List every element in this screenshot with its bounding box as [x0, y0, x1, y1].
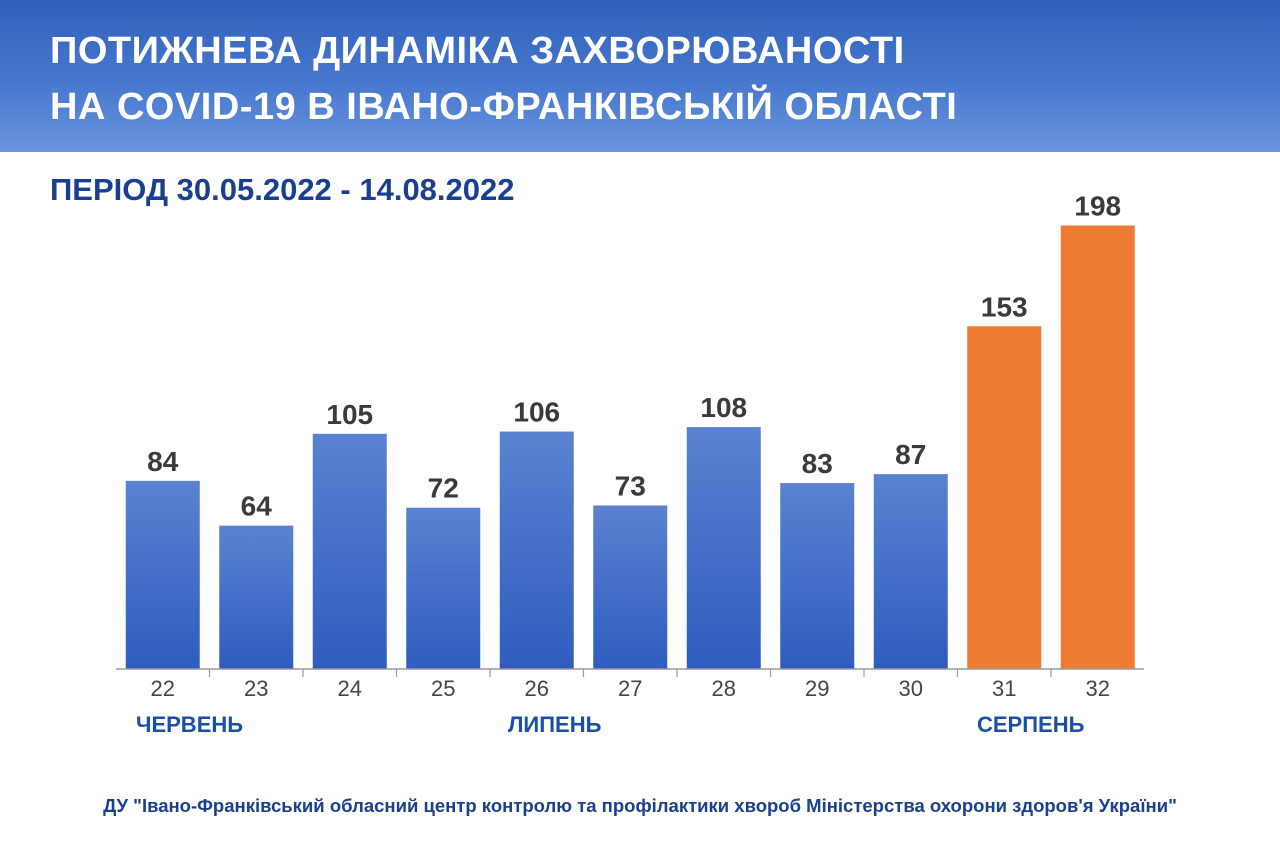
x-tick-label-30: 30: [899, 676, 923, 701]
bar-week-32: [1060, 225, 1135, 670]
x-tick-label-25: 25: [431, 676, 455, 701]
x-tick-label-27: 27: [618, 676, 642, 701]
data-label-week-28: 108: [700, 392, 747, 423]
period-label: ПЕРІОД 30.05.2022 - 14.08.2022: [50, 172, 515, 207]
data-label-week-30: 87: [895, 439, 926, 470]
bar-week-30: [873, 474, 948, 669]
x-tick-label-26: 26: [525, 676, 549, 701]
bar-week-28: [686, 427, 761, 669]
x-tick-label-24: 24: [338, 676, 362, 701]
month-label-june: ЧЕРВЕНЬ: [136, 712, 244, 737]
x-tick-label-22: 22: [151, 676, 175, 701]
data-label-week-25: 72: [428, 473, 459, 504]
bar-week-29: [780, 483, 855, 669]
page-title-line-1: ПОТИЖНЕВА ДИНАМІКА ЗАХВОРЮВАНОСТІ: [50, 30, 905, 72]
page-title-line-2: НА COVID-19 В ІВАНО-ФРАНКІВСЬКІЙ ОБЛАСТІ: [50, 86, 958, 128]
data-label-week-32: 198: [1074, 190, 1121, 221]
month-label-july: ЛИПЕНЬ: [508, 712, 602, 737]
x-tick-label-23: 23: [244, 676, 268, 701]
data-label-week-27: 73: [615, 470, 646, 501]
data-label-week-22: 84: [147, 446, 179, 477]
month-label-august: СЕРПЕНЬ: [977, 712, 1085, 737]
bar-week-31: [967, 326, 1042, 669]
data-label-week-26: 106: [513, 397, 560, 428]
bar-week-24: [312, 433, 387, 669]
bar-week-23: [219, 525, 294, 669]
bar-week-25: [406, 507, 481, 669]
footer-source: ДУ "Івано-Франківський обласний центр ко…: [103, 795, 1177, 816]
bar-week-27: [593, 505, 668, 669]
x-tick-label-29: 29: [805, 676, 829, 701]
bar-week-26: [499, 431, 574, 669]
x-tick-label-28: 28: [712, 676, 736, 701]
data-label-week-31: 153: [981, 291, 1028, 322]
x-tick-label-31: 31: [992, 676, 1016, 701]
header-banner: ПОТИЖНЕВА ДИНАМІКА ЗАХВОРЮВАНОСТІ НА COV…: [0, 0, 1280, 152]
data-label-week-24: 105: [326, 399, 373, 430]
x-tick-label-32: 32: [1086, 676, 1110, 701]
data-label-week-23: 64: [241, 491, 273, 522]
bar-week-22: [125, 480, 200, 669]
data-label-week-29: 83: [802, 448, 833, 479]
